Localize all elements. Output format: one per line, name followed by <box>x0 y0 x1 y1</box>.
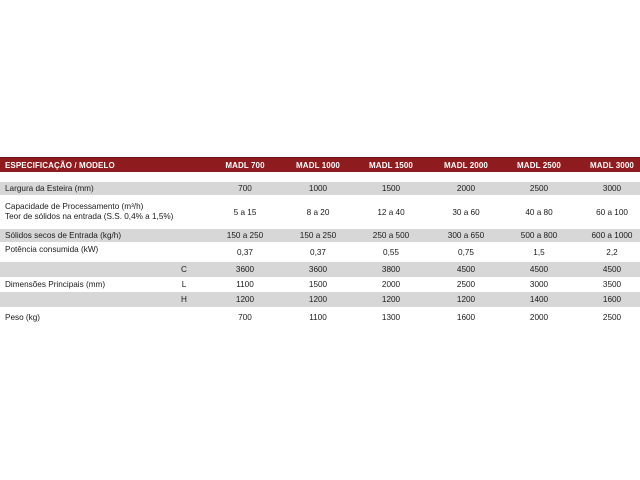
table-cell: 3000 <box>529 280 549 289</box>
table-cell: 2000 <box>381 280 401 289</box>
table-cell: 1600 <box>456 312 476 322</box>
row-dim-h: H 1200 1200 1200 1200 1400 1600 <box>0 292 640 307</box>
row-label: Largura da Esteira (mm) <box>5 184 94 193</box>
table-cell: 2000 <box>456 184 476 193</box>
row-potencia: Potência consumida (kW) 0,37 0,37 0,55 0… <box>0 242 640 262</box>
table-cell: 3000 <box>602 184 622 193</box>
table-cell: 1100 <box>236 280 254 289</box>
model-header: MADL 2000 <box>444 160 488 170</box>
model-header: MADL 3000 <box>590 160 634 170</box>
table-cell: 1200 <box>381 295 401 304</box>
row-capacidade: Capacidade de Processamento (m³/h) Teor … <box>0 195 640 229</box>
table-cell: 150 a 250 <box>299 231 337 240</box>
table-cell: 250 a 500 <box>372 231 410 240</box>
table-cell: 1400 <box>529 295 549 304</box>
table-cell: 1200 <box>308 295 328 304</box>
row-label: Capacidade de Processamento (m³/h) Teor … <box>5 195 173 229</box>
row-label-line2: Teor de sólidos na entrada (S.S. 0,4% a … <box>5 212 174 221</box>
dim-letter: L <box>181 280 187 289</box>
table-cell: 700 <box>238 312 252 322</box>
table-cell: 3600 <box>235 265 255 274</box>
table-cell: 3800 <box>381 265 401 274</box>
spec-table: ESPECIFICAÇÃO / MODELO MADL 700 MADL 100… <box>0 157 640 327</box>
model-header: MADL 1500 <box>369 160 413 170</box>
table-cell: 0,55 <box>383 247 399 257</box>
row-label: Potência consumida (kW) <box>5 245 99 254</box>
table-cell: 2,2 <box>606 247 618 257</box>
table-cell: 2500 <box>529 184 549 193</box>
table-cell: 1,5 <box>533 247 545 257</box>
row-label: Dimensões Principais (mm) <box>5 280 106 289</box>
table-cell: 3500 <box>602 280 622 289</box>
row-peso: Peso (kg) 700 1100 1300 1600 2000 2500 <box>0 307 640 327</box>
dim-letter: C <box>181 265 187 274</box>
table-cell: 700 <box>238 184 252 193</box>
table-cell: 600 a 1000 <box>591 231 633 240</box>
table-cell: 1500 <box>381 184 401 193</box>
row-label: Peso (kg) <box>5 312 41 322</box>
table-cell: 500 a 800 <box>520 231 558 240</box>
table-cell: 30 a 60 <box>452 207 480 217</box>
header-row: ESPECIFICAÇÃO / MODELO MADL 700 MADL 100… <box>0 157 640 172</box>
table-cell: 3600 <box>308 265 328 274</box>
row-label-line1: Capacidade de Processamento (m³/h) <box>5 202 144 211</box>
table-cell: 4500 <box>529 265 549 274</box>
table-cell: 12 a 40 <box>377 207 405 217</box>
row-dim-c: C 3600 3600 3800 4500 4500 4500 <box>0 262 640 277</box>
table-cell: 0,75 <box>458 247 474 257</box>
dim-letter: H <box>181 295 187 304</box>
table-cell: 2500 <box>602 312 622 322</box>
table-cell: 5 a 15 <box>233 207 257 217</box>
model-header: MADL 1000 <box>296 160 340 170</box>
table-cell: 4500 <box>602 265 622 274</box>
table-cell: 2500 <box>456 280 476 289</box>
row-largura: Largura da Esteira (mm) 700 1000 1500 20… <box>0 182 640 195</box>
table-cell: 1200 <box>456 295 476 304</box>
table-cell: 8 a 20 <box>306 207 330 217</box>
table-cell: 4500 <box>456 265 476 274</box>
row-solidos: Sólidos secos de Entrada (kg/h) 150 a 25… <box>0 229 640 242</box>
row-label: Sólidos secos de Entrada (kg/h) <box>5 231 122 240</box>
row-dim-l: Dimensões Principais (mm) L 1100 1500 20… <box>0 277 640 292</box>
table-cell: 0,37 <box>310 247 326 257</box>
table-cell: 60 a 100 <box>596 207 628 217</box>
table-cell: 1100 <box>309 312 327 322</box>
table-cell: 40 a 80 <box>525 207 553 217</box>
table-cell: 1600 <box>602 295 622 304</box>
table-cell: 1300 <box>381 312 401 322</box>
table-cell: 1500 <box>308 280 328 289</box>
model-header: MADL 700 <box>225 160 265 170</box>
table-cell: 150 a 250 <box>226 231 264 240</box>
model-header: MADL 2500 <box>517 160 561 170</box>
table-cell: 2000 <box>529 312 549 322</box>
table-cell: 1000 <box>308 184 328 193</box>
table-cell: 300 a 650 <box>447 231 485 240</box>
table-cell: 1200 <box>235 295 255 304</box>
spec-header-label: ESPECIFICAÇÃO / MODELO <box>5 160 115 170</box>
table-cell: 0,37 <box>237 247 253 257</box>
